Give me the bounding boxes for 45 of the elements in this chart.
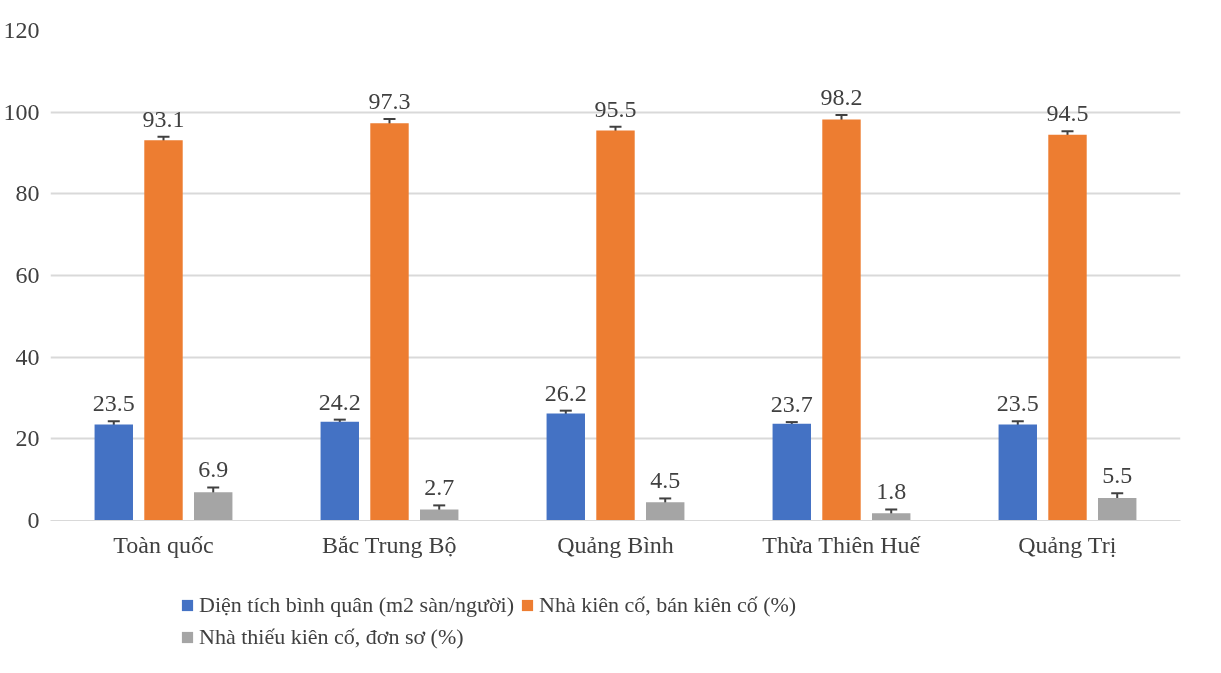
y-tick-label: 120 xyxy=(3,17,40,43)
legend-label: Nhà kiên cố, bán kiên cố (%) xyxy=(539,592,797,618)
bar xyxy=(320,421,359,521)
data-label: 97.3 xyxy=(368,88,411,115)
bar xyxy=(144,140,183,521)
x-tick-label: Thừa Thiên Huế xyxy=(762,531,922,558)
data-label: 4.5 xyxy=(650,467,681,494)
data-label: 6.9 xyxy=(198,456,229,483)
x-tick-label: Quảng Trị xyxy=(1018,531,1117,558)
data-label: 5.5 xyxy=(1102,462,1133,489)
data-label: 24.2 xyxy=(318,388,361,415)
bar xyxy=(646,502,685,521)
x-tick-label: Quảng Bình xyxy=(557,531,674,558)
y-tick-label: 0 xyxy=(27,507,40,533)
bar xyxy=(772,423,811,521)
data-label: 94.5 xyxy=(1046,100,1089,127)
bar xyxy=(822,119,861,521)
bar xyxy=(370,123,409,521)
x-tick-label: Bắc Trung Bộ xyxy=(321,531,457,558)
y-tick-label: 60 xyxy=(15,262,40,288)
x-tick-label: Toàn quốc xyxy=(113,531,214,558)
data-label: 23.7 xyxy=(770,391,813,418)
bar xyxy=(1048,134,1087,521)
bar xyxy=(194,492,233,521)
legend-label: Diện tích bình quân (m2 sàn/người) xyxy=(199,592,515,618)
bar xyxy=(872,513,911,521)
legend-label: Nhà thiếu kiên cố, đơn sơ (%) xyxy=(199,624,464,650)
data-label: 2.7 xyxy=(424,474,455,501)
y-tick-label: 100 xyxy=(3,98,40,125)
data-label: 23.5 xyxy=(996,390,1039,417)
data-label: 93.1 xyxy=(142,105,185,132)
bar xyxy=(1098,498,1137,521)
data-label: 98.2 xyxy=(820,84,863,111)
data-label: 95.5 xyxy=(594,95,637,122)
data-label: 26.2 xyxy=(544,379,587,406)
y-tick-label: 80 xyxy=(15,180,40,207)
bar xyxy=(546,413,585,521)
bar xyxy=(596,130,635,521)
y-tick-label: 20 xyxy=(15,425,40,452)
y-tick-label: 40 xyxy=(15,343,40,370)
bar xyxy=(420,509,459,521)
bar xyxy=(94,424,133,521)
data-label: 23.5 xyxy=(92,390,135,417)
bar xyxy=(998,424,1037,521)
data-label: 1.8 xyxy=(876,478,907,505)
